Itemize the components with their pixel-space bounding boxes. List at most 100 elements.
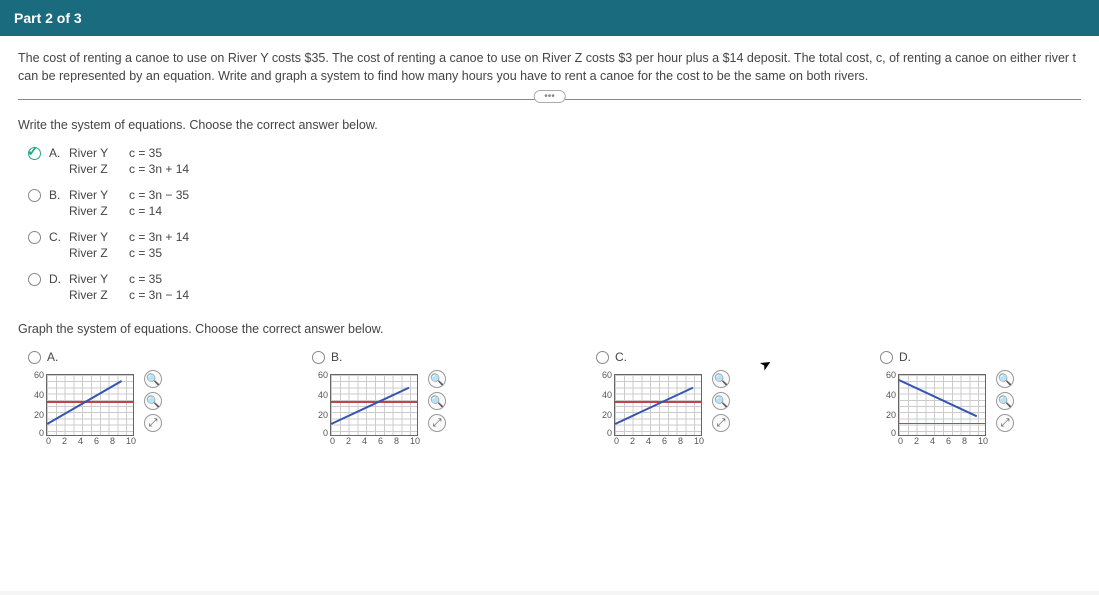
choice-body: River Yc = 35River Zc = 3n + 14: [69, 146, 219, 176]
choice-letter: A.: [47, 350, 58, 364]
zoom-out-icon[interactable]: 🔍: [144, 392, 162, 410]
x-tick-label: 2: [914, 436, 919, 446]
x-tick-label: 0: [898, 436, 903, 446]
zoom-in-icon[interactable]: 🔍: [428, 370, 446, 388]
river-label: River Z: [69, 288, 129, 302]
y-tick-label: 60: [886, 370, 896, 380]
x-tick-label: 2: [346, 436, 351, 446]
zoom-in-icon[interactable]: 🔍: [996, 370, 1014, 388]
choice-letter: B.: [49, 188, 69, 202]
graph-prompt: Graph the system of equations. Choose th…: [18, 322, 1081, 336]
x-tick-label: 6: [94, 436, 99, 446]
radio-button[interactable]: [880, 351, 893, 364]
zoom-out-icon[interactable]: 🔍: [996, 392, 1014, 410]
y-tick-label: 60: [318, 370, 328, 380]
radio-button[interactable]: [28, 351, 41, 364]
y-tick-label: 60: [602, 370, 612, 380]
chart-line-slope: [899, 379, 978, 417]
graph-choice-header[interactable]: C.: [596, 350, 730, 364]
mini-chart[interactable]: 60402000246810: [880, 370, 990, 450]
radio-button[interactable]: [596, 351, 609, 364]
eq-choice-A[interactable]: A.River Yc = 35River Zc = 3n + 14: [28, 146, 1081, 176]
plot-area: [898, 374, 986, 436]
equation-text: c = 35: [129, 246, 219, 260]
x-tick-label: 10: [410, 436, 420, 446]
part-header: Part 2 of 3: [0, 0, 1099, 36]
river-label: River Z: [69, 204, 129, 218]
eq-choice-D[interactable]: D.River Yc = 35River Zc = 3n − 14: [28, 272, 1081, 302]
eq-choice-C[interactable]: C.River Yc = 3n + 14River Zc = 35: [28, 230, 1081, 260]
y-tick-label: 20: [34, 410, 44, 420]
graph-choice-header[interactable]: B.: [312, 350, 446, 364]
river-label: River Y: [69, 230, 129, 244]
equation-text: c = 3n − 35: [129, 188, 219, 202]
mini-chart[interactable]: 60402000246810: [28, 370, 138, 450]
eq-choice-B[interactable]: B.River Yc = 3n − 35River Zc = 14: [28, 188, 1081, 218]
eq-choice-list: A.River Yc = 35River Zc = 3n + 14B.River…: [28, 146, 1081, 302]
choice-body: River Yc = 3n + 14River Zc = 35: [69, 230, 219, 260]
x-tick-label: 6: [946, 436, 951, 446]
river-label: River Z: [69, 162, 129, 176]
equation-text: c = 35: [129, 272, 219, 286]
chart-line-constant: [47, 401, 133, 403]
y-tick-label: 20: [602, 410, 612, 420]
zoom-out-icon[interactable]: 🔍: [712, 392, 730, 410]
x-tick-label: 4: [930, 436, 935, 446]
graph-choice-B: B.60402000246810🔍🔍⤢: [312, 350, 446, 450]
chart-line-slope: [615, 386, 694, 424]
river-label: River Y: [69, 146, 129, 160]
graph-section: Graph the system of equations. Choose th…: [18, 322, 1081, 450]
plot-area: [614, 374, 702, 436]
radio-button[interactable]: [28, 189, 41, 202]
y-tick-label: 40: [602, 390, 612, 400]
expand-icon[interactable]: ⤢: [428, 414, 446, 432]
mini-chart[interactable]: 60402000246810: [596, 370, 706, 450]
zoom-out-icon[interactable]: 🔍: [428, 392, 446, 410]
y-tick-label: 40: [886, 390, 896, 400]
equation-text: c = 3n + 14: [129, 230, 219, 244]
x-tick-label: 10: [694, 436, 704, 446]
x-tick-label: 0: [330, 436, 335, 446]
x-tick-label: 8: [110, 436, 115, 446]
choice-letter: D.: [899, 350, 911, 364]
y-tick-label: 0: [607, 428, 612, 438]
graph-choice-header[interactable]: A.: [28, 350, 162, 364]
chart-line-slope: [331, 386, 410, 424]
mini-chart[interactable]: 60402000246810: [312, 370, 422, 450]
part-label: Part 2 of 3: [14, 10, 82, 26]
graph-choice-header[interactable]: D.: [880, 350, 1014, 364]
radio-button[interactable]: [28, 231, 41, 244]
y-tick-label: 0: [39, 428, 44, 438]
choice-letter: B.: [331, 350, 342, 364]
y-tick-label: 0: [891, 428, 896, 438]
y-tick-label: 60: [34, 370, 44, 380]
content-area: The cost of renting a canoe to use on Ri…: [0, 36, 1099, 591]
x-tick-label: 4: [362, 436, 367, 446]
chart-line-constant: [899, 423, 985, 425]
choice-body: River Yc = 35River Zc = 3n − 14: [69, 272, 219, 302]
y-tick-label: 40: [34, 390, 44, 400]
zoom-in-icon[interactable]: 🔍: [712, 370, 730, 388]
equation-text: c = 3n − 14: [129, 288, 219, 302]
radio-button[interactable]: [28, 273, 41, 286]
choice-body: River Yc = 3n − 35River Zc = 14: [69, 188, 219, 218]
equation-text: c = 14: [129, 204, 219, 218]
y-tick-label: 0: [323, 428, 328, 438]
radio-button[interactable]: [28, 147, 41, 160]
x-tick-label: 0: [46, 436, 51, 446]
equation-text: c = 3n + 14: [129, 162, 219, 176]
x-tick-label: 0: [614, 436, 619, 446]
plot-area: [46, 374, 134, 436]
zoom-in-icon[interactable]: 🔍: [144, 370, 162, 388]
x-tick-label: 8: [394, 436, 399, 446]
radio-button[interactable]: [312, 351, 325, 364]
x-tick-label: 4: [646, 436, 651, 446]
x-tick-label: 10: [126, 436, 136, 446]
expand-icon[interactable]: ⤢: [996, 414, 1014, 432]
graph-choice-C: C.60402000246810🔍🔍⤢: [596, 350, 730, 450]
plot-area: [330, 374, 418, 436]
expand-icon[interactable]: ⤢: [712, 414, 730, 432]
x-tick-label: 2: [630, 436, 635, 446]
expand-icon[interactable]: ⤢: [144, 414, 162, 432]
river-label: River Y: [69, 188, 129, 202]
